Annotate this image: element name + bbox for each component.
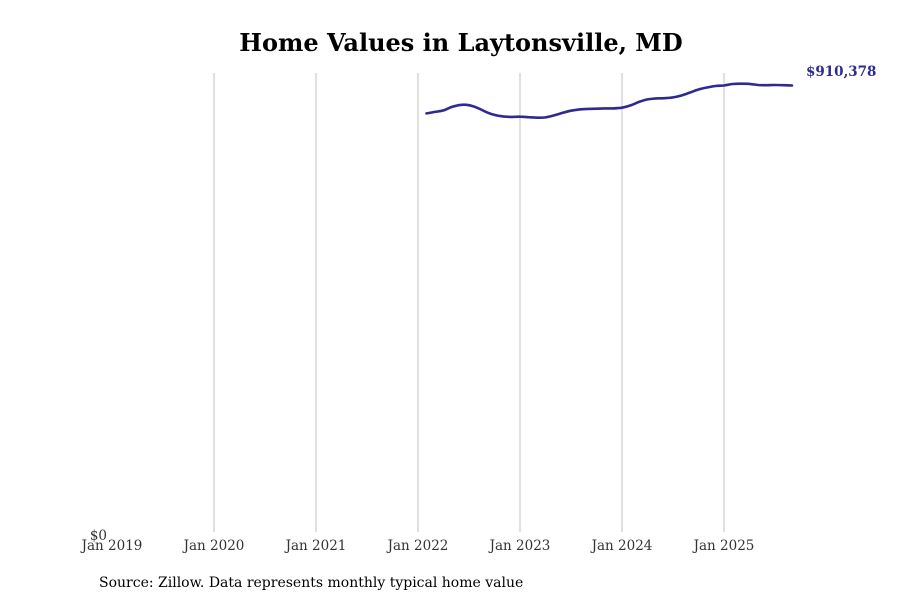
grid-lines [213, 73, 725, 532]
x-axis-ticks: Jan 2019 Jan 2020 Jan 2021 Jan 2022 Jan 2023… [80, 538, 755, 554]
x-tick-label: Jan 2020 [182, 538, 245, 554]
source-note: Source: Zillow. Data represents monthly … [99, 575, 523, 591]
x-tick-label: Jan 2019 [80, 538, 143, 554]
y-tick-label-zero: $0 [90, 528, 107, 544]
x-tick-label: Jan 2021 [284, 538, 347, 554]
end-value-label: $910,378 [806, 64, 876, 80]
chart-title: Home Values in Laytonsville, MD [239, 28, 682, 57]
x-tick-label: Jan 2023 [488, 538, 551, 554]
x-tick-label: Jan 2024 [590, 538, 653, 554]
x-tick-label: Jan 2025 [692, 538, 755, 554]
series-line-home-value [425, 82, 794, 120]
x-tick-label: Jan 2022 [386, 538, 449, 554]
